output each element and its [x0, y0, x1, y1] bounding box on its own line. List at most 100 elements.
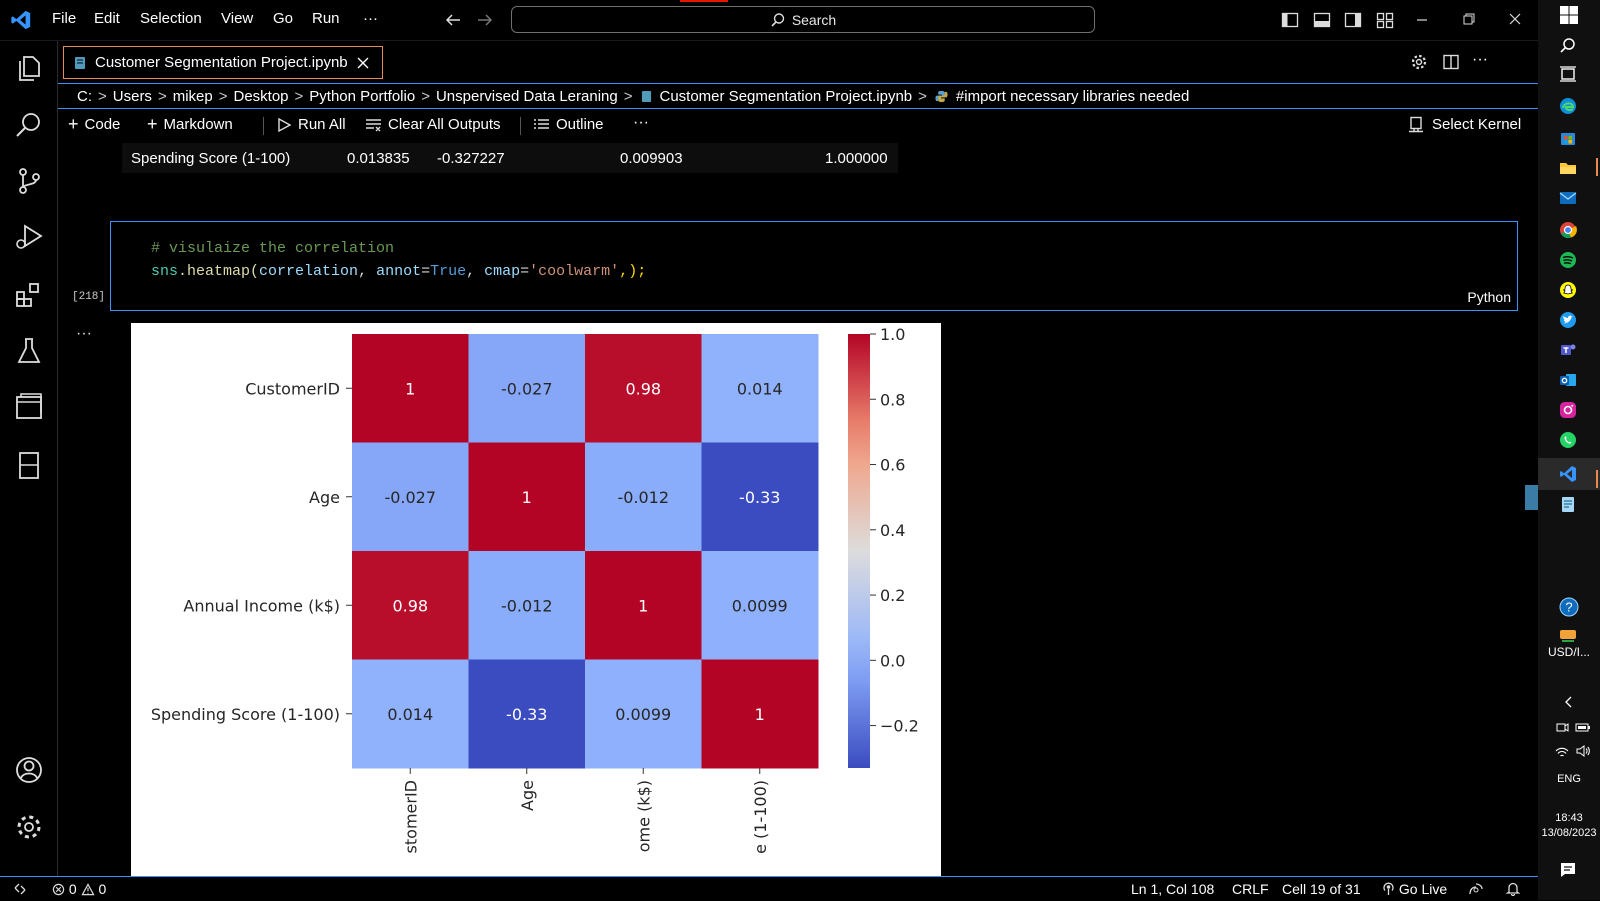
- breadcrumb-desktop[interactable]: Desktop: [233, 87, 289, 105]
- instagram-icon[interactable]: [1558, 400, 1578, 420]
- menu-go[interactable]: Go: [273, 10, 294, 27]
- code-token: =: [520, 263, 530, 280]
- mail-icon[interactable]: [1558, 188, 1578, 208]
- outline-button[interactable]: Outline: [533, 116, 604, 133]
- testing-icon[interactable]: [13, 335, 45, 367]
- remote-explorer-icon[interactable]: [13, 391, 45, 423]
- edge-browser-icon[interactable]: [1558, 96, 1578, 116]
- close-window-icon[interactable]: [1508, 11, 1522, 29]
- menu-view[interactable]: View: [221, 10, 254, 27]
- chevron-right-icon: >: [218, 87, 228, 105]
- breadcrumb-file[interactable]: Customer Segmentation Project.ipynb: [659, 87, 913, 105]
- cell-editor[interactable]: # visulaize the correlation sns.heatmap(…: [151, 237, 646, 283]
- more-actions-icon[interactable]: ···: [1472, 51, 1488, 68]
- heatmap-annotation: 0.014: [737, 379, 783, 398]
- menu-file[interactable]: File: [52, 10, 77, 27]
- heatmap-annotation: -0.027: [384, 488, 436, 507]
- problems-indicator[interactable]: 0 0: [52, 881, 106, 897]
- toggle-panel-icon[interactable]: [1313, 11, 1331, 29]
- breadcrumb-drive[interactable]: C:: [77, 87, 92, 105]
- stock-ticker-label[interactable]: USD/I...: [1547, 645, 1590, 659]
- breadcrumb-users[interactable]: Users: [112, 87, 152, 105]
- go-live-button[interactable]: Go Live: [1382, 881, 1447, 897]
- breadcrumb-folder[interactable]: Unspervised Data Leraning: [435, 87, 618, 105]
- heatmap-annotation: -0.012: [617, 488, 669, 507]
- remote-indicator-icon[interactable]: [13, 882, 27, 896]
- clear-all-outputs-button[interactable]: Clear All Outputs: [365, 116, 501, 133]
- split-editor-icon[interactable]: [1442, 53, 1460, 71]
- cursor-position[interactable]: Ln 1, Col 108: [1131, 881, 1215, 897]
- menu-run[interactable]: Run: [312, 10, 340, 27]
- end-of-line[interactable]: CRLF: [1232, 881, 1269, 897]
- chevron-left-icon[interactable]: [1563, 696, 1575, 708]
- output-more-icon[interactable]: ···: [76, 325, 92, 342]
- add-markdown-cell-button[interactable]: + Markdown: [147, 115, 233, 133]
- vscode-logo-icon[interactable]: [10, 9, 32, 31]
- notebook-outline-icon[interactable]: [13, 449, 45, 481]
- back-arrow-icon[interactable]: [444, 11, 462, 29]
- toggle-secondary-sidebar-icon[interactable]: [1344, 11, 1362, 29]
- task-view-icon[interactable]: [1558, 64, 1578, 84]
- command-center-search[interactable]: Search: [511, 6, 1095, 33]
- toolbar-more-icon[interactable]: ···: [633, 114, 649, 131]
- notification-center-icon[interactable]: [1560, 862, 1576, 878]
- tab-customer-segmentation[interactable]: Customer Segmentation Project.ipynb: [63, 46, 383, 79]
- manage-gear-icon[interactable]: [13, 811, 45, 843]
- menu-selection[interactable]: Selection: [140, 10, 202, 27]
- battery-icon[interactable]: [1575, 720, 1591, 734]
- notepad-icon[interactable]: [1558, 494, 1578, 514]
- outlook-icon[interactable]: [1558, 370, 1578, 390]
- scrollbar-thumb[interactable]: [1525, 485, 1538, 510]
- run-all-button[interactable]: Run All: [276, 116, 346, 133]
- y-tick-label: CustomerID: [245, 379, 340, 398]
- close-tab-icon[interactable]: [357, 57, 369, 69]
- run-debug-icon[interactable]: [13, 221, 45, 253]
- explorer-icon[interactable]: [13, 52, 45, 84]
- breadcrumb-cell[interactable]: #import necessary libraries needed: [955, 87, 1190, 105]
- source-control-icon[interactable]: [13, 165, 45, 197]
- customize-layout-icon[interactable]: [1376, 11, 1394, 29]
- stock-ticker-icon[interactable]: [1558, 628, 1578, 642]
- system-clock[interactable]: 18:43 13/08/2023: [1538, 811, 1600, 841]
- volume-icon[interactable]: [1575, 744, 1591, 758]
- select-kernel-button[interactable]: Select Kernel: [1408, 116, 1521, 133]
- notifications-bell-icon[interactable]: [1506, 881, 1520, 896]
- help-icon[interactable]: ?: [1558, 596, 1580, 618]
- code-cell[interactable]: # visulaize the correlation sns.heatmap(…: [110, 221, 1518, 311]
- forward-arrow-icon[interactable]: [476, 11, 494, 29]
- spotify-icon[interactable]: [1558, 250, 1578, 270]
- twitter-icon[interactable]: [1558, 310, 1578, 330]
- breadcrumb-user[interactable]: mikep: [172, 87, 213, 105]
- menu-more[interactable]: ···: [363, 10, 378, 27]
- menu-edit[interactable]: Edit: [94, 10, 120, 27]
- whatsapp-icon[interactable]: [1558, 430, 1578, 450]
- feedback-icon[interactable]: [1468, 881, 1484, 896]
- file-explorer-icon[interactable]: [1558, 158, 1578, 178]
- taskbar-search-icon[interactable]: [1558, 36, 1578, 56]
- windows-start-icon[interactable]: [1560, 6, 1578, 24]
- teams-icon[interactable]: [1558, 340, 1578, 360]
- add-code-cell-button[interactable]: + Code: [68, 115, 120, 133]
- extensions-icon[interactable]: [13, 279, 45, 311]
- chevron-right-icon: >: [918, 87, 927, 105]
- restore-icon[interactable]: [1462, 11, 1476, 29]
- row-value: 1.000000: [825, 150, 888, 167]
- wifi-icon[interactable]: [1555, 744, 1569, 758]
- accounts-icon[interactable]: [13, 754, 45, 786]
- chrome-icon[interactable]: [1558, 220, 1578, 240]
- snapchat-icon[interactable]: [1558, 280, 1578, 300]
- select-kernel-label: Select Kernel: [1432, 116, 1522, 133]
- breadcrumb-portfolio[interactable]: Python Portfolio: [309, 87, 416, 105]
- run-all-label: Run All: [298, 116, 346, 133]
- minimize-icon[interactable]: [1415, 11, 1429, 29]
- cell-language-label[interactable]: Python: [1467, 289, 1511, 305]
- search-view-icon[interactable]: [13, 109, 45, 141]
- microsoft-store-icon[interactable]: [1558, 128, 1578, 148]
- vscode-taskbar-icon[interactable]: [1558, 464, 1578, 484]
- meet-now-icon[interactable]: [1555, 720, 1569, 734]
- cell-indicator[interactable]: Cell 19 of 31: [1282, 881, 1361, 897]
- language-indicator[interactable]: ENG: [1557, 773, 1581, 785]
- heatmap-cell: [352, 659, 469, 769]
- toggle-primary-sidebar-icon[interactable]: [1281, 11, 1299, 29]
- notebook-settings-gear-icon[interactable]: [1410, 53, 1428, 71]
